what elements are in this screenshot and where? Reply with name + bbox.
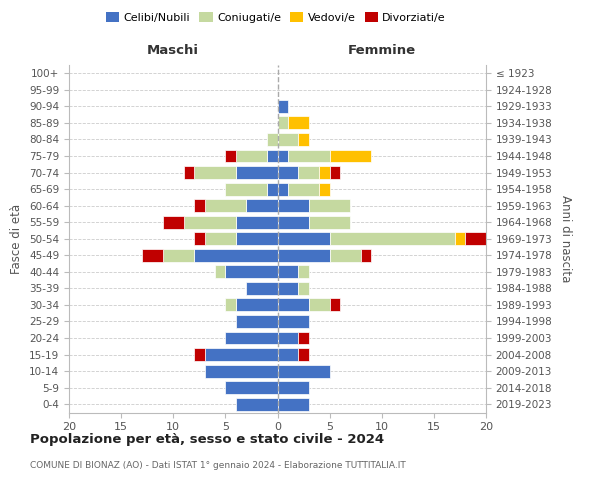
Bar — [277, 266, 298, 278]
Bar — [329, 298, 340, 312]
Bar — [309, 199, 350, 212]
Y-axis label: Fasce di età: Fasce di età — [10, 204, 23, 274]
Bar — [277, 315, 309, 328]
Bar — [236, 150, 267, 162]
Bar — [267, 133, 277, 146]
Bar — [277, 166, 298, 179]
Bar — [329, 150, 371, 162]
Bar — [277, 150, 288, 162]
Bar — [288, 150, 329, 162]
Bar — [226, 381, 277, 394]
Bar — [205, 199, 246, 212]
Bar — [361, 249, 371, 262]
Bar — [194, 232, 205, 245]
Bar — [205, 232, 236, 245]
Bar — [288, 182, 319, 196]
Text: Maschi: Maschi — [147, 44, 199, 57]
Bar — [298, 282, 309, 295]
Bar — [277, 364, 329, 378]
Bar — [288, 116, 309, 130]
Bar — [226, 266, 277, 278]
Bar — [226, 332, 277, 344]
Bar — [163, 216, 184, 228]
Text: COMUNE DI BIONAZ (AO) - Dati ISTAT 1° gennaio 2024 - Elaborazione TUTTITALIA.IT: COMUNE DI BIONAZ (AO) - Dati ISTAT 1° ge… — [30, 461, 406, 470]
Bar — [298, 348, 309, 361]
Bar — [309, 298, 329, 312]
Bar — [309, 216, 350, 228]
Bar — [298, 266, 309, 278]
Legend: Celibi/Nubili, Coniugati/e, Vedovi/e, Divorziati/e: Celibi/Nubili, Coniugati/e, Vedovi/e, Di… — [101, 8, 451, 28]
Bar — [236, 166, 277, 179]
Bar — [277, 398, 309, 410]
Bar — [277, 332, 298, 344]
Bar — [267, 182, 277, 196]
Bar — [277, 100, 288, 113]
Text: Femmine: Femmine — [347, 44, 416, 57]
Bar — [298, 166, 319, 179]
Bar — [277, 298, 309, 312]
Bar — [226, 298, 236, 312]
Bar — [236, 315, 277, 328]
Text: Popolazione per età, sesso e stato civile - 2024: Popolazione per età, sesso e stato civil… — [30, 432, 384, 446]
Bar — [277, 199, 309, 212]
Y-axis label: Anni di nascita: Anni di nascita — [559, 195, 572, 282]
Bar — [205, 364, 277, 378]
Bar — [236, 216, 277, 228]
Bar — [205, 348, 277, 361]
Bar — [329, 166, 340, 179]
Bar — [226, 182, 267, 196]
Bar — [277, 116, 288, 130]
Bar — [236, 298, 277, 312]
Bar — [319, 182, 329, 196]
Bar — [329, 249, 361, 262]
Bar — [194, 199, 205, 212]
Bar — [329, 232, 455, 245]
Bar — [194, 348, 205, 361]
Bar — [455, 232, 465, 245]
Bar — [277, 232, 329, 245]
Bar — [236, 232, 277, 245]
Bar — [194, 249, 277, 262]
Bar — [267, 150, 277, 162]
Bar — [319, 166, 329, 179]
Bar — [236, 398, 277, 410]
Bar — [277, 282, 298, 295]
Bar — [184, 216, 236, 228]
Bar — [298, 332, 309, 344]
Bar — [142, 249, 163, 262]
Bar — [277, 348, 298, 361]
Bar — [246, 282, 277, 295]
Bar — [277, 182, 288, 196]
Bar — [277, 249, 329, 262]
Bar — [215, 266, 226, 278]
Bar — [277, 216, 309, 228]
Bar — [298, 133, 309, 146]
Bar — [465, 232, 486, 245]
Bar — [246, 199, 277, 212]
Bar — [163, 249, 194, 262]
Bar — [277, 133, 298, 146]
Bar — [277, 381, 309, 394]
Bar — [226, 150, 236, 162]
Bar — [184, 166, 194, 179]
Bar — [194, 166, 236, 179]
